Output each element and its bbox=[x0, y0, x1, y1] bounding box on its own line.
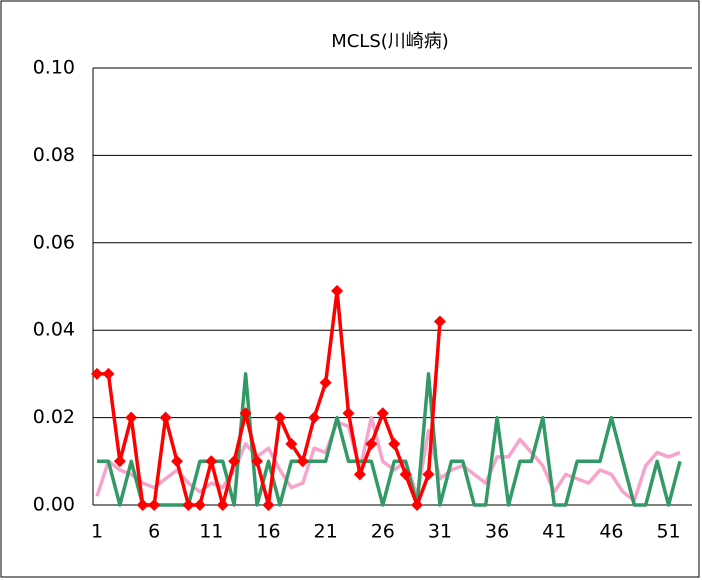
y-tick-label: 0.08 bbox=[33, 144, 75, 166]
x-tick-label: 46 bbox=[599, 521, 623, 543]
point-marker bbox=[353, 468, 366, 481]
y-tick-label: 0.02 bbox=[33, 406, 75, 428]
point-marker bbox=[228, 455, 241, 468]
point-marker bbox=[136, 499, 149, 511]
point-marker bbox=[171, 455, 184, 468]
x-tick-label: 31 bbox=[428, 521, 452, 543]
x-tick-label: 6 bbox=[148, 521, 160, 543]
x-tick-label: 51 bbox=[656, 521, 680, 543]
point-marker bbox=[365, 437, 378, 450]
point-marker bbox=[319, 376, 332, 389]
y-tick-label: 0.06 bbox=[33, 231, 75, 253]
point-marker bbox=[125, 411, 138, 424]
x-tick-label: 41 bbox=[542, 521, 566, 543]
point-marker bbox=[296, 455, 309, 468]
x-tick-label: 11 bbox=[199, 521, 223, 543]
y-tick-label: 0.10 bbox=[33, 57, 75, 79]
x-tick-label: 1 bbox=[91, 521, 103, 543]
series-line bbox=[97, 372, 682, 507]
x-tick-label: 21 bbox=[314, 521, 338, 543]
point-marker bbox=[411, 499, 424, 511]
point-marker bbox=[422, 468, 435, 481]
point-marker bbox=[239, 407, 252, 420]
point-marker bbox=[342, 407, 355, 420]
point-marker bbox=[113, 455, 126, 468]
point-marker bbox=[193, 499, 206, 511]
x-tick-label: 26 bbox=[371, 521, 395, 543]
x-tick-label: 16 bbox=[256, 521, 280, 543]
point-marker bbox=[205, 455, 218, 468]
point-marker bbox=[388, 437, 401, 450]
point-marker bbox=[251, 455, 264, 468]
x-tick-label: 36 bbox=[485, 521, 509, 543]
point-marker bbox=[216, 499, 229, 511]
point-marker bbox=[331, 284, 344, 297]
point-marker bbox=[285, 437, 298, 450]
point-marker bbox=[262, 499, 275, 511]
point-marker bbox=[273, 411, 286, 424]
point-marker bbox=[91, 367, 103, 380]
point-marker bbox=[102, 367, 115, 380]
y-tick-label: 0.00 bbox=[33, 494, 75, 516]
y-tick-label: 0.04 bbox=[33, 319, 75, 341]
point-marker bbox=[433, 315, 446, 328]
point-marker bbox=[399, 468, 412, 481]
point-marker bbox=[376, 407, 389, 420]
point-marker bbox=[182, 499, 195, 511]
chart-title: MCLS(川崎病) bbox=[331, 31, 449, 52]
point-marker bbox=[308, 411, 321, 424]
point-marker bbox=[159, 411, 172, 424]
point-marker bbox=[148, 499, 161, 511]
